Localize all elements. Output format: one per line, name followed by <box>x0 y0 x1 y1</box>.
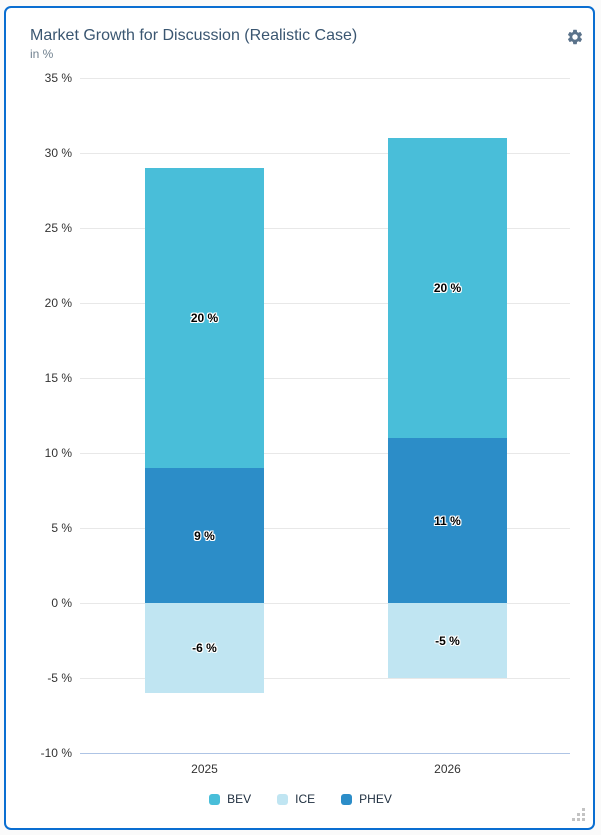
y-tick-label: 20 % <box>44 296 72 310</box>
x-axis-label-2026: 2026 <box>434 762 461 776</box>
gridline <box>80 678 570 679</box>
y-tick-label: -5 % <box>47 671 72 685</box>
widget-settings-button[interactable] <box>564 27 586 49</box>
resize-grip-icon <box>582 818 585 821</box>
y-tick-label: 30 % <box>44 146 72 160</box>
bar-segment-bev-2026[interactable]: 20 % <box>388 138 507 438</box>
bar-value-label: 20 % <box>433 281 462 295</box>
legend-swatch-phev <box>341 793 353 805</box>
bar-segment-ice-2026[interactable]: -5 % <box>388 603 507 678</box>
bar-segment-bev-2025[interactable]: 20 % <box>145 168 264 468</box>
gridline <box>80 603 570 604</box>
y-tick-label: 0 % <box>51 596 72 610</box>
chart-title: Market Growth for Discussion (Realistic … <box>30 27 358 44</box>
gridline <box>80 378 570 379</box>
legend-swatch-ice <box>277 793 289 805</box>
bar-value-label: 20 % <box>190 311 219 325</box>
y-tick-label: 10 % <box>44 446 72 460</box>
legend-label: BEV <box>227 792 252 806</box>
gridline <box>80 228 570 229</box>
x-axis-line <box>80 753 570 754</box>
legend-swatch-bev <box>209 793 221 805</box>
legend-label: ICE <box>295 792 316 806</box>
legend-item-bev[interactable]: BEV <box>209 792 251 806</box>
chart-legend: BEV ICE PHEV <box>0 792 601 806</box>
y-tick-label: -10 % <box>40 746 72 760</box>
bar-segment-ice-2025[interactable]: -6 % <box>145 603 264 693</box>
gridline <box>80 78 570 79</box>
bar-segment-phev-2026[interactable]: 11 % <box>388 438 507 603</box>
legend-item-phev[interactable]: PHEV <box>341 792 392 806</box>
bar-value-label: 11 % <box>434 513 461 528</box>
bar-segment-phev-2025[interactable]: 9 % <box>145 468 264 603</box>
y-tick-label: 25 % <box>44 221 72 235</box>
y-tick-label: 5 % <box>51 521 72 535</box>
bar-value-label: -5 % <box>435 633 460 648</box>
gridline <box>80 153 570 154</box>
chart-subtitle: in % <box>30 47 54 61</box>
gridline <box>80 528 570 529</box>
bar-value-label: 9 % <box>194 528 215 543</box>
legend-label: PHEV <box>359 792 392 806</box>
x-axis-label-2025: 2025 <box>191 762 218 776</box>
legend-item-ice[interactable]: ICE <box>277 792 315 806</box>
resize-grip[interactable] <box>571 807 585 821</box>
gear-icon <box>566 29 584 49</box>
gridline <box>80 453 570 454</box>
y-tick-label: 15 % <box>44 371 72 385</box>
gridline <box>80 303 570 304</box>
bar-value-label: -6 % <box>192 641 217 655</box>
y-tick-label: 35 % <box>44 71 72 85</box>
